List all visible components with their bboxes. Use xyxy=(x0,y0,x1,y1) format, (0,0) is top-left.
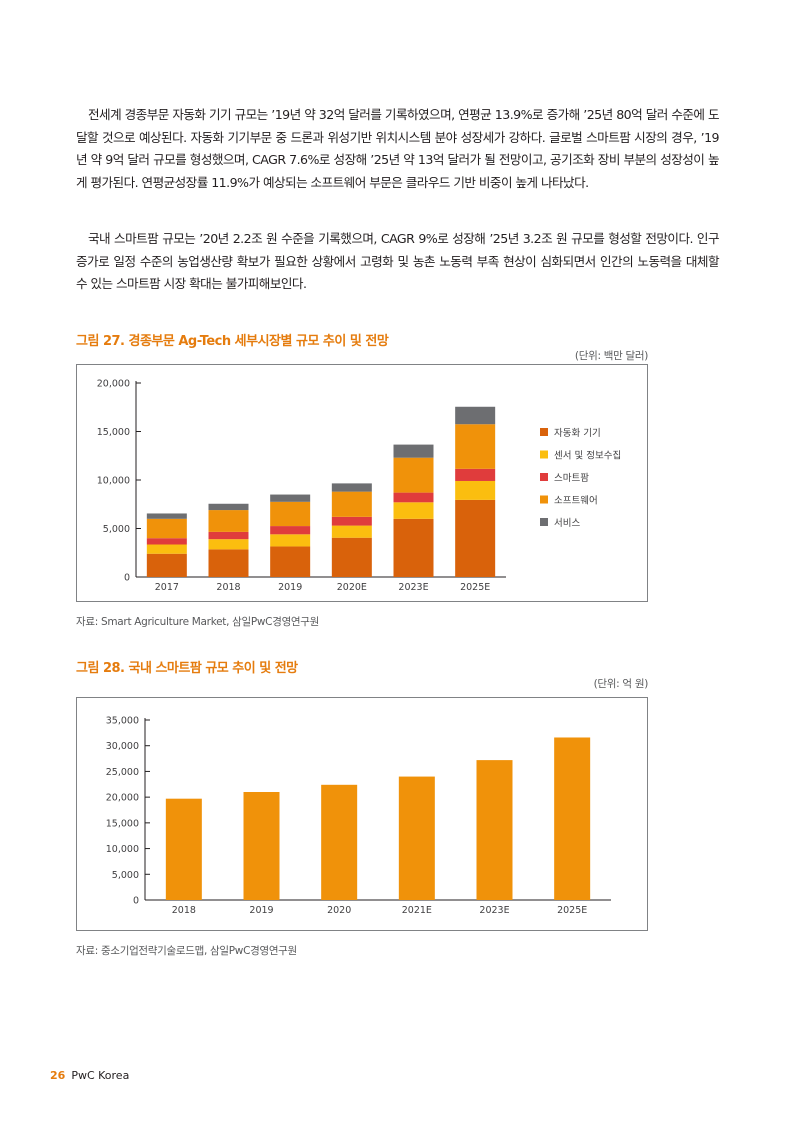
fig28-bar-2021E-s0 xyxy=(398,776,435,900)
fig28-y-tick-label: 10,000 xyxy=(106,844,139,855)
fig27-legend-swatch-1 xyxy=(540,450,548,459)
footer-brand: PwC Korea xyxy=(71,1069,130,1082)
fig27-bar-2025E-s3 xyxy=(455,424,496,469)
fig27-bar-2023E-s3 xyxy=(393,457,434,493)
fig28-y-tick-label: 25,000 xyxy=(106,767,139,778)
fig28-x-tick-label: 2021E xyxy=(402,905,432,916)
fig28-x-tick-label: 2023E xyxy=(479,905,509,916)
fig28-x-tick-label: 2025E xyxy=(557,905,587,916)
body-paragraph-1: 전세계 경종부문 자동화 기기 규모는 ’19년 약 32억 달러를 기록하였으… xyxy=(76,107,720,190)
fig27-bar-2023E-s2 xyxy=(393,492,434,503)
fig28-bar-2020-s0 xyxy=(321,784,358,900)
fig27-legend-swatch-2 xyxy=(540,473,548,481)
fig27-x-tick-label: 2023E xyxy=(398,582,428,593)
fig28-y-tick-label: 35,000 xyxy=(106,716,139,727)
fig27-legend-swatch-0 xyxy=(540,428,548,436)
fig27-x-tick-label: 2018 xyxy=(216,582,240,593)
fig27-x-tick-label: 2020E xyxy=(337,582,367,593)
fig27-legend-label-1: 센서 및 정보수집 xyxy=(554,450,621,462)
fig27-y-tick-label: 20,000 xyxy=(97,379,130,390)
figure-27-chart: 0 5,000 10,000 15,000 20,000 2017 2018 2019 2020… xyxy=(97,379,621,594)
fig28-y-tick-label: 30,000 xyxy=(106,741,139,752)
fig27-bar-2023E-s1 xyxy=(393,502,434,519)
page-number: 26 xyxy=(50,1069,66,1082)
fig27-bar-2023E-s4 xyxy=(393,444,434,458)
fig27-x-tick-label: 2017 xyxy=(155,582,179,593)
fig27-y-tick-label: 5,000 xyxy=(103,524,130,535)
fig28-bar-2019-s0 xyxy=(243,792,280,900)
fig28-y-tick-label: 0 xyxy=(133,896,139,907)
figure-28-chart-frame: 0 5,000 10,000 15,000 20,000 25,000 30,000 35,0… xyxy=(76,697,648,931)
fig27-bar-2025E-s4 xyxy=(455,406,496,425)
fig27-bar-2025E-s2 xyxy=(455,468,496,481)
fig28-bar-2018-s0 xyxy=(165,798,202,900)
fig27-bar-2017-s3 xyxy=(146,518,187,539)
fig27-bar-2025E-s1 xyxy=(455,480,496,500)
fig27-legend-label-0: 자동화 기기 xyxy=(554,428,601,439)
fig27-bar-2017-s0 xyxy=(146,553,187,577)
fig28-x-tick-label: 2018 xyxy=(172,905,196,916)
fig27-bar-2020E-s1 xyxy=(331,525,372,538)
fig27-bar-2020E-s4 xyxy=(331,483,372,492)
fig27-y-tick-label: 10,000 xyxy=(97,476,130,487)
fig28-y-tick-label: 5,000 xyxy=(112,870,139,881)
fig27-bar-2017-s4 xyxy=(146,513,187,519)
fig28-y-tick-label: 20,000 xyxy=(106,793,139,804)
fig28-x-tick-label: 2019 xyxy=(249,905,273,916)
fig27-bar-2019-s4 xyxy=(270,494,311,502)
fig27-bar-2018-s2 xyxy=(208,531,249,540)
figure-27-unit: (단위: 백만 달러) xyxy=(574,350,648,362)
fig27-bar-2019-s0 xyxy=(270,546,311,577)
fig28-bar-2025E-s0 xyxy=(554,737,591,900)
fig27-legend-swatch-4 xyxy=(540,518,548,526)
body-paragraph-2: 국내 스마트팜 규모는 ’20년 2.2조 원 수준을 기록했으며, CAGR … xyxy=(76,231,720,291)
fig27-bar-2018-s4 xyxy=(208,503,249,511)
fig27-bar-2020E-s0 xyxy=(331,537,372,577)
fig27-bar-2023E-s0 xyxy=(393,518,434,577)
fig27-bar-2025E-s0 xyxy=(455,499,496,577)
figure-27-chart-frame: 0 5,000 10,000 15,000 20,000 2017 2018 2019 2020… xyxy=(76,364,648,602)
fig27-legend-label-4: 서비스 xyxy=(554,518,580,529)
fig27-y-tick-label: 0 xyxy=(124,573,130,584)
page-footer: 26 PwC Korea xyxy=(50,1069,129,1082)
fig27-bar-2019-s1 xyxy=(270,534,311,547)
figure-27-source: 자료: Smart Agriculture Market, 삼일PwC경영연구원 xyxy=(76,616,320,628)
fig27-bar-2020E-s3 xyxy=(331,491,372,517)
fig28-x-tick-label: 2020 xyxy=(327,905,351,916)
fig27-bar-2018-s0 xyxy=(208,549,249,577)
fig27-y-tick-label: 15,000 xyxy=(97,427,130,438)
figure-28-unit: (단위: 억 원) xyxy=(593,678,649,690)
fig28-bar-2023E-s0 xyxy=(476,760,513,900)
figure-27-title: 그림 27. 경종부문 Ag-Tech 세부시장별 규모 추이 및 전망 xyxy=(76,334,389,349)
fig27-x-tick-label: 2019 xyxy=(278,582,302,593)
fig27-legend-label-2: 스마트팜 xyxy=(554,473,589,484)
fig27-x-tick-label: 2025E xyxy=(460,582,490,593)
figure-28-source: 자료: 중소기업전략기술로드맵, 삼일PwC경영연구원 xyxy=(76,945,297,957)
fig27-bar-2020E-s2 xyxy=(331,516,372,526)
fig27-legend-swatch-3 xyxy=(540,495,548,504)
fig27-bar-2018-s1 xyxy=(208,539,249,550)
fig28-y-tick-label: 15,000 xyxy=(106,818,139,829)
fig27-bar-2019-s3 xyxy=(270,501,311,527)
fig27-bar-2018-s3 xyxy=(208,510,249,532)
figure-28-title: 그림 28. 국내 스마트팜 규모 추이 및 전망 xyxy=(76,661,298,676)
fig27-bar-2019-s2 xyxy=(270,526,311,535)
figure-28-chart: 0 5,000 10,000 15,000 20,000 25,000 30,000 35,0… xyxy=(106,716,611,916)
fig27-bar-2017-s1 xyxy=(146,544,187,554)
fig27-legend-label-3: 소프트웨어 xyxy=(554,495,598,507)
fig27-bar-2017-s2 xyxy=(146,538,187,545)
